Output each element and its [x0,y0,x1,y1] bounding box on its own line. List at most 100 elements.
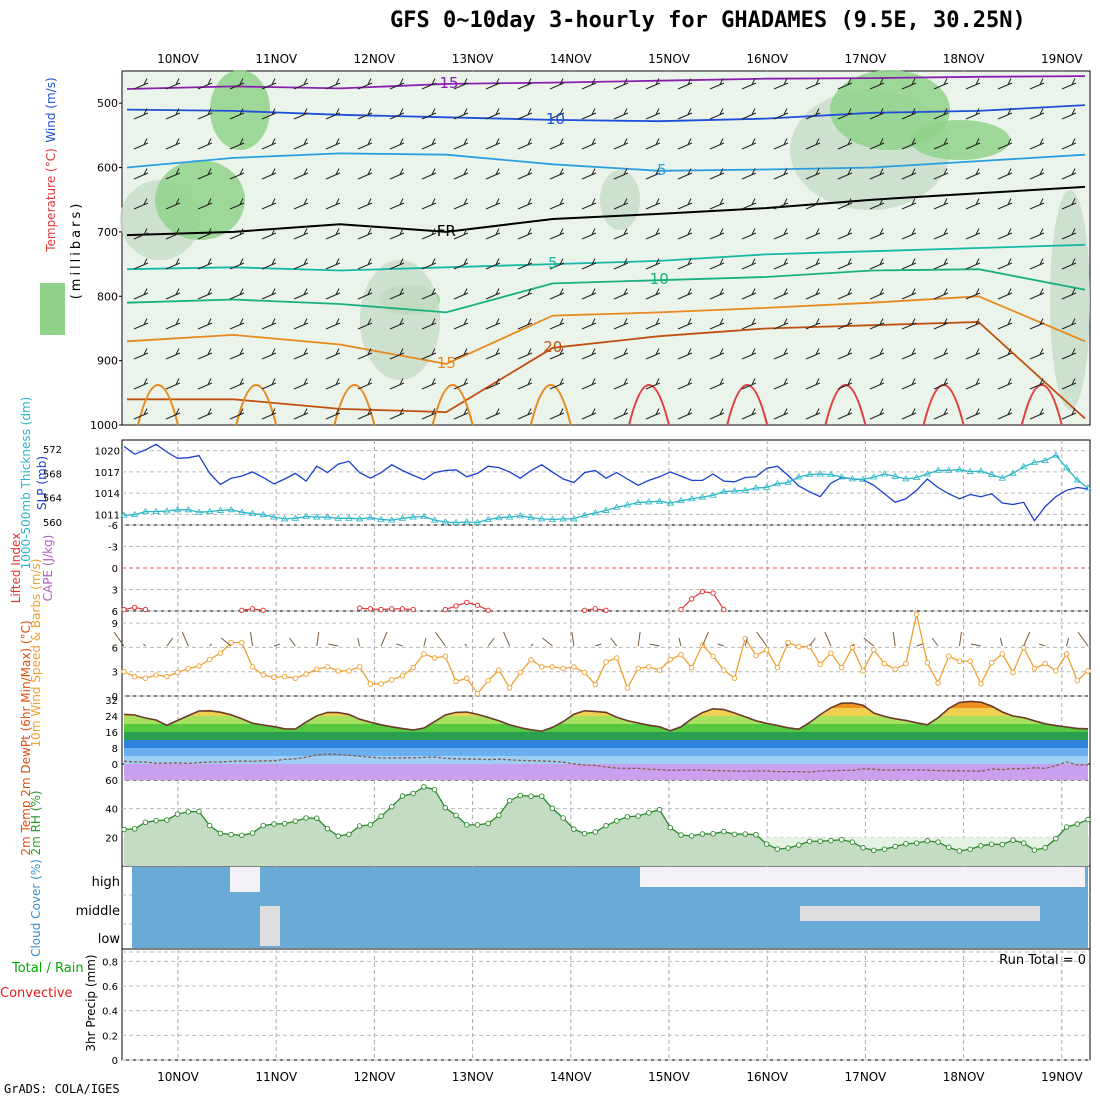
wind-barb [773,108,789,120]
lifted-index-point [132,604,138,611]
wind-barb [1061,108,1077,120]
wind-barb-10m [542,637,553,647]
wind-barb-10m [316,631,320,647]
wind-barb [677,348,693,360]
wind-barb [549,168,565,180]
wind-barb [357,408,373,420]
wind-barb [933,408,949,420]
y-tick-upper: 800 [97,290,118,303]
wind-barb [677,78,693,90]
wind-barb [293,348,309,360]
wind-barb [869,378,885,390]
wind-barb [549,108,565,120]
wind-barb [293,168,309,180]
wind-speed-point [164,673,170,680]
wind-barb [485,168,501,180]
wind-barb [1061,258,1077,270]
contour-label: -10 [541,110,566,128]
wind-speed-point [421,651,427,657]
wind-barb [261,258,277,270]
wind-barb [805,348,821,360]
wind-barb [1029,138,1045,150]
wind-barb [677,108,693,120]
wind-speed-point [721,667,727,673]
wind-speed-point [860,668,866,674]
rh-contour-blob [360,260,440,380]
temperature-band [124,740,1088,748]
rh-legend-swatch [40,283,65,335]
surface-temperature-contour [137,384,179,426]
contour-label: -15 [434,74,459,92]
wind-speed-point [892,666,898,673]
wind-speed-point [281,673,288,680]
wind-barb-10m [209,643,213,647]
wind-barb [485,78,501,90]
wind-speed-point [442,653,449,660]
x-tick-bottom: 17NOV [845,1070,887,1084]
temperature-contour [126,268,1086,314]
wind-barb [517,198,533,210]
thickness-point [795,473,803,480]
thickness-point [516,512,525,519]
wind-speed-point [1031,665,1038,672]
wind-barb [421,228,437,240]
rh-point [1063,824,1070,830]
wind-barb [645,318,661,330]
wind-speed-point [946,653,952,660]
wind-barb [133,408,149,420]
thickness-point [313,513,321,520]
rh-point [1020,840,1027,846]
wind-barb [901,408,917,420]
rh-point [710,831,716,837]
lifted-index-point [688,596,695,602]
thickness-point [270,513,278,520]
wind-barb [453,108,469,120]
wind-barb [421,198,437,210]
lifted-index-point [356,605,363,611]
y-tick-li: 0 [112,564,118,575]
wind-speed-point [678,651,684,658]
wind-barb [805,378,821,390]
thickness-point [730,487,739,494]
wind-barb [165,228,181,240]
thickness-point [634,498,642,505]
wind-barb [965,78,981,90]
wind-barb-10m [701,631,709,647]
wind-barb [229,108,245,120]
wind-speed-point [378,681,384,687]
wind-barb [389,408,405,420]
thickness-point [1073,476,1081,483]
wind-barb [741,198,757,210]
wind-barb [293,138,309,150]
wind-speed-point [538,664,545,670]
rh-point [860,845,866,851]
wind-speed-point [560,665,566,672]
y-label-upper: Wind (m/s) [44,77,58,142]
x-tick-bottom: 11NOV [255,1070,297,1084]
contour-label: 5 [548,254,558,272]
x-tick-top: 14NOV [550,52,592,66]
rh-point [774,846,781,852]
wind-speed-point [249,664,256,670]
wind-barb [709,288,725,300]
temperature-contour [126,152,1086,172]
wind-barb-10m [824,631,832,647]
wind-barb [997,108,1013,120]
thickness-point [998,474,1007,481]
wind-barb-10m [717,643,724,647]
wind-barb [133,288,149,300]
lifted-index-point [581,607,588,613]
rh-point [131,826,138,832]
rh-point [592,829,599,835]
rh-point [892,843,898,850]
y-label-cape: CAPE (J/kg) [41,535,55,602]
wind-barb [325,78,341,90]
rh-point [314,815,320,822]
wind-barb [165,138,181,150]
wind-barb [645,138,661,150]
thickness-point [538,515,546,522]
thickness-point [945,466,953,473]
wind-barb [293,228,309,240]
y-label-precip: 3hr Precip (mm) [84,954,98,1051]
y-tick-upper: 700 [97,226,118,239]
